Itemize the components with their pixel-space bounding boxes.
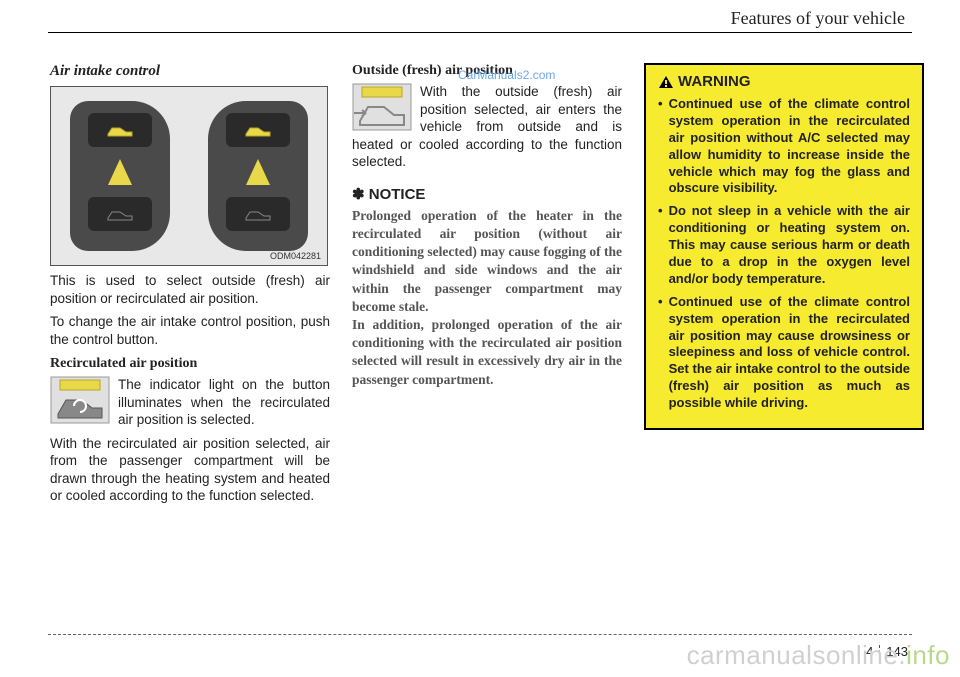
fresh-block: With the outside (fresh) air position se… [352,83,622,177]
column-right: WARNING Continued use of the climate con… [644,63,924,511]
watermark-text-a: carmanualsonline. [687,640,907,670]
air-intake-p2: To change the air intake control positio… [50,313,330,348]
column-center: Outside (fresh) air position With the ou… [352,63,622,511]
ctrl-btn-top [88,113,152,147]
recirc-title: Recirculated air position [50,356,330,372]
watermark-top: CarManuals2.com [458,68,555,82]
warning-title-text: WARNING [678,73,751,90]
column-left: Air intake control [50,63,330,511]
recirc-indicator-icon [50,376,110,424]
warning-item: Continued use of the climate control sys… [658,294,910,412]
fresh-indicator-icon [352,83,412,131]
ctrl-btn-bot-r [226,197,290,231]
notice-body: Prolonged operation of the heater in the… [352,207,622,389]
ctrl-btn-bot [88,197,152,231]
car-fresh-icon [244,122,272,138]
notice-heading: ✽ NOTICE [352,185,622,203]
warning-item-text: Continued use of the climate control sys… [669,294,910,412]
warning-item-text: Continued use of the climate control sys… [669,96,910,197]
warning-box: WARNING Continued use of the climate con… [644,63,924,430]
page: Features of your vehicle CarManuals2.com… [0,0,960,677]
watermark-bottom: carmanualsonline.info [687,640,950,671]
warning-item: Do not sleep in a vehicle with the air c… [658,203,910,287]
warning-list: Continued use of the climate control sys… [658,96,910,412]
watermark-text-b: info [906,640,950,670]
ctrl-btn-top-r [226,113,290,147]
header-title: Features of your vehicle [731,8,905,29]
car-outline-icon-r [244,206,272,222]
arrow-up-icon [108,159,132,185]
control-left-shape [70,101,170,251]
warning-item: Continued use of the climate control sys… [658,96,910,197]
air-intake-figure: ODM042281 [50,86,328,266]
warning-triangle-icon [658,75,674,89]
footer-rule [48,634,912,635]
control-right-shape [208,101,308,251]
car-recirc-icon [106,122,134,138]
car-outline-icon [106,206,134,222]
content-columns: Air intake control [50,63,910,511]
recirc-block: The indicator light on the button illumi… [50,376,330,435]
recirc-p2: With the recirculated air position selec… [50,435,330,505]
air-intake-title: Air intake control [50,63,330,80]
figure-label: ODM042281 [270,251,321,261]
arrow-up-icon-r [246,159,270,185]
header-rule [48,32,912,33]
warning-item-text: Do not sleep in a vehicle with the air c… [669,203,910,287]
air-intake-p1: This is used to select outside (fresh) a… [50,272,330,307]
warning-heading: WARNING [658,73,910,90]
